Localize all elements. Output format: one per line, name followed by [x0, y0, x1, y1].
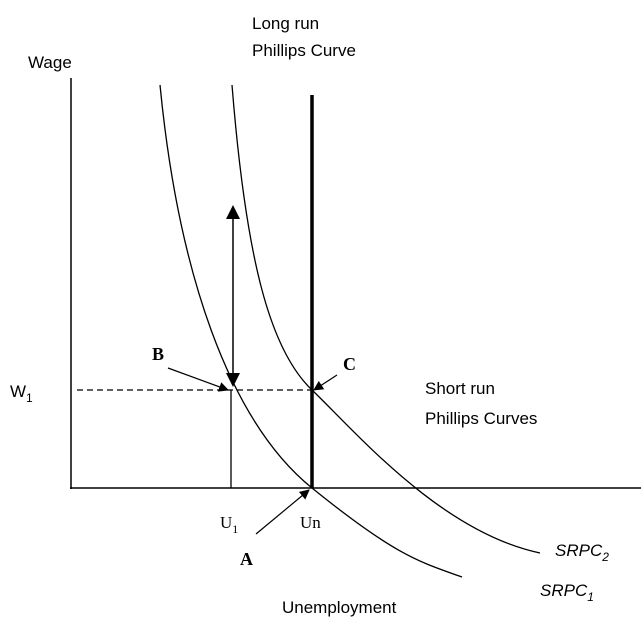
- x-label: Unemployment: [282, 598, 397, 617]
- u1-label: U1: [220, 513, 238, 536]
- a-arrow: [255, 489, 310, 535]
- srpc2-label: SRPC2: [555, 541, 609, 564]
- text: SRPC: [540, 581, 588, 600]
- text: SRPC: [555, 541, 603, 560]
- y-label: Wage: [28, 53, 72, 72]
- point-a: A: [240, 549, 253, 569]
- lrpc-label: Phillips Curve: [252, 41, 356, 60]
- srpc-label: Short run: [425, 379, 495, 398]
- w1-label: W1: [10, 382, 33, 405]
- text: 1: [26, 391, 33, 405]
- lines: [70, 78, 641, 578]
- srpc-label: Phillips Curves: [425, 409, 537, 428]
- text: 1: [587, 590, 594, 604]
- point-b: B: [152, 344, 164, 364]
- lrpc-label: Long run: [252, 14, 319, 33]
- text: U: [220, 513, 232, 532]
- point-c: C: [343, 354, 356, 374]
- un-label: Un: [300, 513, 321, 532]
- srpc1-label: SRPC1: [540, 581, 594, 604]
- srpc1-curve: [159, 84, 463, 578]
- c-arrow: [313, 374, 338, 391]
- text: 1: [232, 522, 238, 536]
- text: 2: [601, 550, 609, 564]
- b-arrow: [167, 367, 229, 392]
- text: W: [10, 382, 26, 401]
- srpc2-curve: [231, 84, 541, 554]
